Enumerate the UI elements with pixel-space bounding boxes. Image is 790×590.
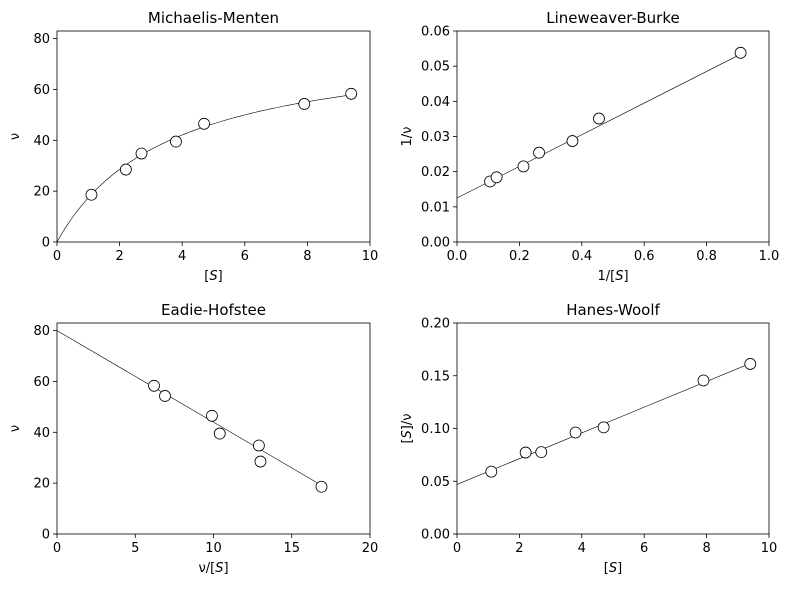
- chart-title: Hanes-Woolf: [566, 301, 660, 319]
- x-tick-label: 6: [241, 249, 249, 264]
- y-axis-label: ν: [8, 425, 23, 432]
- y-tick-label: 0: [42, 236, 50, 251]
- x-tick-label: 0: [53, 541, 61, 556]
- x-tick-label: 0.2: [509, 249, 530, 264]
- data-point: [119, 163, 132, 176]
- fit-line: [456, 53, 741, 199]
- data-point: [734, 46, 747, 59]
- data-point: [315, 480, 328, 493]
- x-tick-label: 4: [178, 249, 186, 264]
- data-point: [533, 146, 545, 159]
- data-point: [569, 426, 582, 439]
- y-tick-label: 0.00: [421, 236, 450, 251]
- x-axis-label: 1/[S]: [597, 269, 628, 284]
- y-tick-label: 40: [33, 134, 50, 149]
- x-axis-label: ν/[S]: [198, 561, 228, 576]
- data-point: [252, 439, 265, 452]
- chart-panel: 0 2 4 6 8 10 0 20 40 60 80 Michaelis-Menten [S] ν: [8, 9, 378, 284]
- y-tick-label: 0.02: [421, 165, 450, 180]
- y-tick-label: 0.20: [421, 317, 450, 332]
- chart-panel: 0.0 0.2 0.4 0.6 0.8 1.0 0.00 0.01 0.02 0.03 0.04 0.…: [400, 9, 779, 284]
- plot-frame: [456, 322, 770, 535]
- y-tick-label: 0: [42, 528, 50, 543]
- y-tick-label: 0.05: [421, 475, 450, 490]
- plot-frame: [456, 30, 770, 243]
- y-tick-label: 20: [33, 185, 50, 200]
- x-tick-label: 0: [53, 249, 61, 264]
- y-axis-label: ν: [8, 133, 23, 140]
- data-point: [517, 160, 530, 173]
- x-tick-label: 5: [131, 541, 139, 556]
- data-point: [254, 455, 267, 468]
- y-tick-label: 0.03: [421, 130, 450, 145]
- fit-line: [56, 94, 352, 243]
- data-point: [485, 465, 498, 478]
- x-tick-label: 1.0: [759, 249, 780, 264]
- x-tick-label: 15: [283, 541, 300, 556]
- x-tick-label: 2: [115, 249, 123, 264]
- y-tick-label: 0.00: [421, 528, 450, 543]
- data-point: [697, 374, 710, 387]
- x-tick-label: 8: [702, 541, 710, 556]
- data-point: [345, 87, 358, 100]
- x-tick-label: 0: [453, 541, 461, 556]
- y-tick-label: 0.06: [421, 25, 450, 40]
- x-tick-label: 8: [303, 249, 311, 264]
- data-point: [566, 135, 579, 147]
- x-axis-label: [S]: [604, 561, 622, 576]
- x-tick-label: 20: [362, 541, 379, 556]
- data-point: [206, 409, 218, 422]
- y-tick-label: 40: [33, 426, 50, 441]
- data-point: [597, 421, 610, 434]
- data-point: [490, 171, 503, 184]
- x-tick-label: 0.8: [696, 249, 717, 264]
- data-point: [198, 117, 211, 130]
- plot-frame: [56, 322, 371, 535]
- data-point: [148, 379, 160, 392]
- x-tick-label: 0.6: [634, 249, 655, 264]
- x-tick-label: 2: [515, 541, 523, 556]
- x-tick-label: 0.4: [571, 249, 592, 264]
- y-tick-label: 60: [33, 83, 50, 98]
- y-tick-label: 0.01: [421, 200, 450, 215]
- data-point: [135, 147, 148, 160]
- data-point: [85, 188, 98, 201]
- fit-line: [56, 330, 324, 487]
- data-point: [519, 446, 532, 459]
- x-tick-label: 10: [205, 541, 222, 556]
- y-tick-label: 0.15: [421, 369, 450, 384]
- y-tick-label: 20: [33, 477, 50, 492]
- y-tick-label: 80: [33, 324, 50, 339]
- chart-title: Eadie-Hofstee: [161, 301, 266, 319]
- chart-panel: 0 2 4 6 8 10 0.00 0.05 0.10 0.15 0.20 Hanes-Woolf [S…: [400, 301, 777, 576]
- y-tick-label: 0.04: [421, 95, 450, 110]
- y-axis-label: 1/ν: [400, 127, 415, 147]
- chart-title: Lineweaver-Burke: [546, 9, 679, 27]
- data-point: [298, 98, 311, 110]
- y-axis-label: [S]/ν: [400, 413, 415, 443]
- data-point: [213, 427, 226, 440]
- plot-frame: [56, 30, 371, 243]
- x-tick-label: 6: [640, 541, 648, 556]
- data-point: [744, 358, 757, 370]
- x-tick-label: 0.0: [447, 249, 468, 264]
- data-point: [593, 112, 605, 125]
- chart-title: Michaelis-Menten: [148, 9, 279, 27]
- data-point: [170, 135, 182, 148]
- x-axis-label: [S]: [204, 269, 222, 284]
- x-tick-label: 4: [578, 541, 586, 556]
- y-tick-label: 80: [33, 32, 50, 47]
- x-tick-label: 10: [362, 249, 379, 264]
- x-tick-label: 10: [761, 541, 778, 556]
- chart-panel: 0 5 10 15 20 0 20 40 60 80 Eadie-Hofstee ν/[S] ν: [8, 301, 378, 576]
- data-point: [535, 446, 548, 459]
- y-tick-label: 60: [33, 375, 50, 390]
- data-point: [159, 390, 171, 402]
- y-tick-label: 0.05: [421, 60, 450, 75]
- y-tick-label: 0.10: [421, 422, 450, 437]
